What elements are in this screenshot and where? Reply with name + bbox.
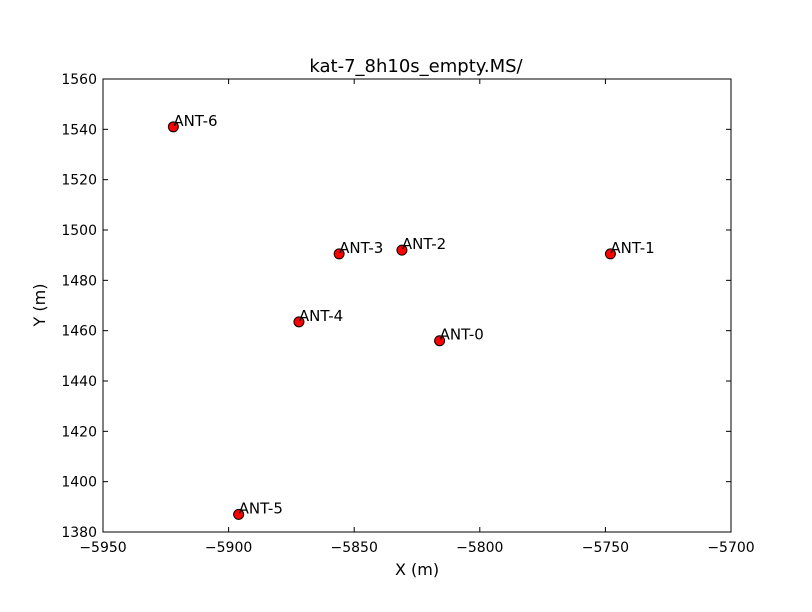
data-point <box>167 121 179 133</box>
y-tick-label: 1400 <box>61 475 97 491</box>
y-tick-label: 1380 <box>61 525 97 541</box>
data-point-label: ANT-2 <box>402 235 446 253</box>
data-point-label: ANT-6 <box>173 112 217 130</box>
data-point <box>233 508 245 520</box>
y-tick-label: 1560 <box>61 72 97 88</box>
x-tick-label: −5950 <box>79 540 126 556</box>
y-tick-label: 1440 <box>61 374 97 390</box>
y-tick-label: 1480 <box>61 273 97 289</box>
x-tick-label: −5800 <box>456 540 503 556</box>
data-point-label: ANT-4 <box>299 307 343 325</box>
data-point-label: ANT-5 <box>239 499 283 517</box>
y-tick-label: 1460 <box>61 324 97 340</box>
data-point <box>434 335 446 347</box>
y-tick-label: 1540 <box>61 122 97 138</box>
data-point <box>333 248 345 260</box>
x-tick-label: −5700 <box>707 540 754 556</box>
plot-area-frame <box>102 78 732 533</box>
x-tick-label: −5750 <box>582 540 629 556</box>
data-point <box>604 248 616 260</box>
chart-title: kat-7_8h10s_empty.MS/ <box>309 56 523 77</box>
y-tick-label: 1500 <box>61 223 97 239</box>
y-axis-label: Y (m) <box>30 284 49 328</box>
data-point <box>396 244 408 256</box>
y-tick-label: 1520 <box>61 173 97 189</box>
data-point <box>293 316 305 328</box>
data-point-label: ANT-0 <box>440 326 484 344</box>
data-points: ANT-0 ANT-1 ANT-2 ANT-3 ANT-4 ANT-5 ANT-6 <box>167 112 655 520</box>
data-point-label: ANT-3 <box>339 239 383 257</box>
y-tick-label: 1420 <box>61 424 97 440</box>
x-tick-label: −5900 <box>205 540 252 556</box>
axis-ticks: −5950 −5900 −5850 −5800 −5750 −5700 1380 1400 14… <box>61 72 754 556</box>
x-axis-label: X (m) <box>395 560 439 579</box>
x-tick-label: −5850 <box>331 540 378 556</box>
data-point-label: ANT-1 <box>610 239 654 257</box>
